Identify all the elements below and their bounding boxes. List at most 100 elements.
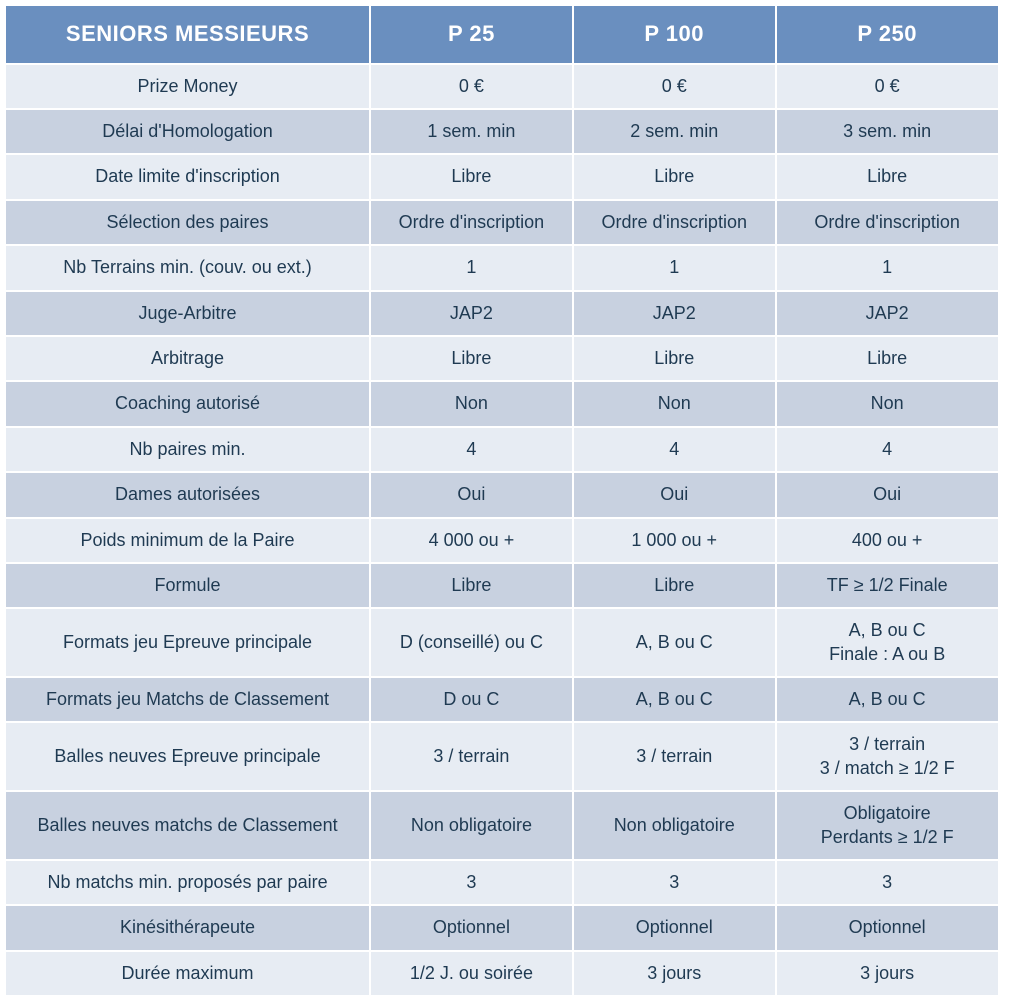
row-label: Nb Terrains min. (couv. ou ext.) xyxy=(5,245,370,290)
row-label: Kinésithérapeute xyxy=(5,905,370,950)
col-header-p250: P 250 xyxy=(776,5,999,64)
cell: Libre xyxy=(573,563,776,608)
cell: 1 000 ou + xyxy=(573,518,776,563)
cell: Libre xyxy=(370,563,573,608)
row-label: Poids minimum de la Paire xyxy=(5,518,370,563)
cell: ObligatoirePerdants ≥ 1/2 F xyxy=(776,791,999,860)
cell: Libre xyxy=(776,154,999,199)
cell: 2 sem. min xyxy=(573,109,776,154)
row-label: Juge-Arbitre xyxy=(5,291,370,336)
cell: Optionnel xyxy=(370,905,573,950)
cell: TF ≥ 1/2 Finale xyxy=(776,563,999,608)
cell: JAP2 xyxy=(370,291,573,336)
cell: 0 € xyxy=(370,64,573,109)
col-header-p25: P 25 xyxy=(370,5,573,64)
table-row: Prize Money0 €0 €0 € xyxy=(5,64,1019,109)
table-row: Juge-ArbitreJAP2JAP2JAP2 xyxy=(5,291,1019,336)
cell: 1 xyxy=(776,245,999,290)
table-row: Balles neuves matchs de ClassementNon ob… xyxy=(5,791,1019,860)
cell: JAP2 xyxy=(573,291,776,336)
cell: A, B ou C xyxy=(573,608,776,677)
row-label: Formats jeu Matchs de Classement xyxy=(5,677,370,722)
cell: 3 sem. min xyxy=(776,109,999,154)
table-row: Formats jeu Matchs de ClassementD ou CA,… xyxy=(5,677,1019,722)
cell: Libre xyxy=(776,336,999,381)
row-label: Date limite d'inscription xyxy=(5,154,370,199)
cell: 1 sem. min xyxy=(370,109,573,154)
table-row: Sélection des pairesOrdre d'inscriptionO… xyxy=(5,200,1019,245)
cell: A, B ou CFinale : A ou B xyxy=(776,608,999,677)
row-label: Formule xyxy=(5,563,370,608)
cell: D (conseillé) ou C xyxy=(370,608,573,677)
cell: Ordre d'inscription xyxy=(776,200,999,245)
cell: Ordre d'inscription xyxy=(573,200,776,245)
row-label: Balles neuves matchs de Classement xyxy=(5,791,370,860)
cell: 3 jours xyxy=(776,951,999,996)
edge-spacer xyxy=(999,5,1019,64)
seniors-messieurs-table: SENIORS MESSIEURS P 25 P 100 P 250 Prize… xyxy=(4,4,1020,997)
cell: A, B ou C xyxy=(776,677,999,722)
col-header-p100: P 100 xyxy=(573,5,776,64)
table-row: Dames autoriséesOuiOuiOui xyxy=(5,472,1019,517)
cell: 3 jours xyxy=(573,951,776,996)
table-row: Date limite d'inscriptionLibreLibreLibre xyxy=(5,154,1019,199)
cell: A, B ou C xyxy=(573,677,776,722)
cell: 4 xyxy=(370,427,573,472)
cell: Non obligatoire xyxy=(370,791,573,860)
cell: 4 000 ou + xyxy=(370,518,573,563)
cell: 3 xyxy=(776,860,999,905)
cell: 3 / terrain xyxy=(370,722,573,791)
cell: 1 xyxy=(573,245,776,290)
table-row: Délai d'Homologation1 sem. min2 sem. min… xyxy=(5,109,1019,154)
cell: 4 xyxy=(573,427,776,472)
cell: 3 / terrain3 / match ≥ 1/2 F xyxy=(776,722,999,791)
cell: Libre xyxy=(370,154,573,199)
row-label: Coaching autorisé xyxy=(5,381,370,426)
cell: Libre xyxy=(370,336,573,381)
cell: Non xyxy=(776,381,999,426)
row-label: Balles neuves Epreuve principale xyxy=(5,722,370,791)
table-row: Nb Terrains min. (couv. ou ext.)111 xyxy=(5,245,1019,290)
cell: Libre xyxy=(573,336,776,381)
table-row: KinésithérapeuteOptionnelOptionnelOption… xyxy=(5,905,1019,950)
cell: Oui xyxy=(573,472,776,517)
row-label: Formats jeu Epreuve principale xyxy=(5,608,370,677)
cell: Optionnel xyxy=(573,905,776,950)
cell: 0 € xyxy=(776,64,999,109)
row-label: Délai d'Homologation xyxy=(5,109,370,154)
cell: Libre xyxy=(573,154,776,199)
cell: Oui xyxy=(776,472,999,517)
cell: 400 ou + xyxy=(776,518,999,563)
cell: 0 € xyxy=(573,64,776,109)
cell: Non xyxy=(370,381,573,426)
table-body: Prize Money0 €0 €0 €Délai d'Homologation… xyxy=(5,64,1019,997)
row-label: Durée maximum xyxy=(5,951,370,996)
table-row: Formats jeu Epreuve principaleD (conseil… xyxy=(5,608,1019,677)
cell: D ou C xyxy=(370,677,573,722)
cell: Optionnel xyxy=(776,905,999,950)
row-label: Nb matchs min. proposés par paire xyxy=(5,860,370,905)
table-row: Coaching autoriséNonNonNon xyxy=(5,381,1019,426)
table-row: FormuleLibreLibreTF ≥ 1/2 Finale xyxy=(5,563,1019,608)
table-row: Nb matchs min. proposés par paire333 xyxy=(5,860,1019,905)
cell: 3 xyxy=(370,860,573,905)
row-label: Sélection des paires xyxy=(5,200,370,245)
table-row: Durée maximum1/2 J. ou soirée3 jours3 jo… xyxy=(5,951,1019,996)
cell: 3 / terrain xyxy=(573,722,776,791)
table-header-row: SENIORS MESSIEURS P 25 P 100 P 250 xyxy=(5,5,1019,64)
cell: Oui xyxy=(370,472,573,517)
cell: 1 xyxy=(370,245,573,290)
cell: JAP2 xyxy=(776,291,999,336)
cell: Ordre d'inscription xyxy=(370,200,573,245)
row-label: Nb paires min. xyxy=(5,427,370,472)
row-label: Prize Money xyxy=(5,64,370,109)
table-row: Poids minimum de la Paire4 000 ou +1 000… xyxy=(5,518,1019,563)
cell: Non obligatoire xyxy=(573,791,776,860)
cell: 1/2 J. ou soirée xyxy=(370,951,573,996)
table-row: ArbitrageLibreLibreLibre xyxy=(5,336,1019,381)
table-title: SENIORS MESSIEURS xyxy=(5,5,370,64)
cell: 4 xyxy=(776,427,999,472)
cell: Non xyxy=(573,381,776,426)
cell: 3 xyxy=(573,860,776,905)
table-row: Nb paires min.444 xyxy=(5,427,1019,472)
